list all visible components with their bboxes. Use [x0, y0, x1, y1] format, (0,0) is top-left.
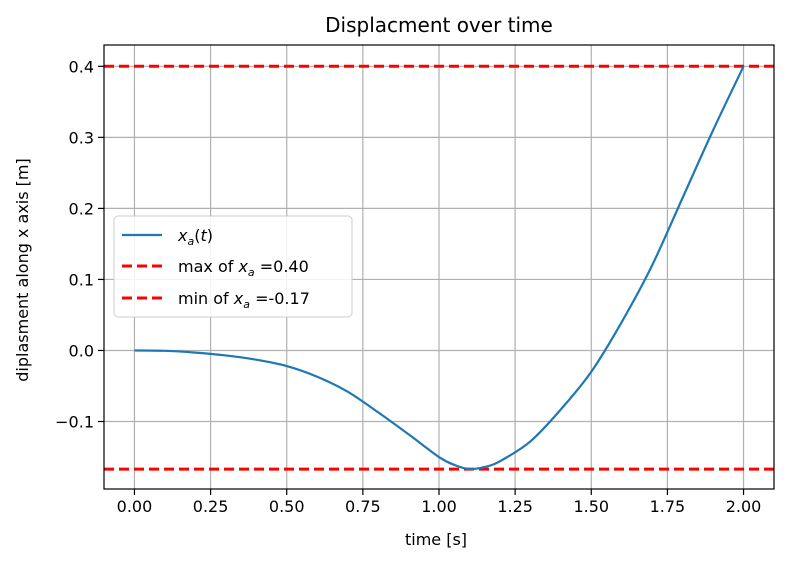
- x-tick-label: 0.75: [345, 497, 381, 516]
- y-tick-label: 0.1: [69, 270, 94, 289]
- x-tick-label: 1.75: [650, 497, 686, 516]
- series-layer: [134, 65, 745, 471]
- y-tick-label: −0.1: [55, 413, 94, 432]
- x-tick-label: 0.50: [269, 497, 305, 516]
- x-axis-label: time [s]: [405, 530, 467, 549]
- x-tick-label: 2.00: [726, 497, 762, 516]
- x-axis-ticks: 0.00 0.25 0.50 0.75 1.00 1.25 1.50 1.75 2.00: [117, 489, 762, 516]
- series-line-xa: [134, 65, 745, 471]
- y-tick-label: 0.3: [69, 128, 94, 147]
- legend-label-min: min of xa =-0.17: [178, 289, 310, 311]
- chart-title: Displacment over time: [325, 13, 553, 37]
- x-tick-label: 0.00: [117, 497, 153, 516]
- x-tick-label: 1.50: [573, 497, 609, 516]
- reference-lines: [104, 64, 774, 471]
- x-tick-label: 0.25: [193, 497, 229, 516]
- x-tick-label: 1.00: [421, 497, 457, 516]
- legend-box: [113, 215, 353, 318]
- y-tick-label: 0.0: [69, 341, 94, 360]
- y-axis-ticks: −0.1 0.0 0.1 0.2 0.3 0.4: [55, 57, 104, 432]
- legend-label-max: max of xa =0.40: [178, 257, 309, 279]
- legend-label-series: xa(t): [177, 226, 213, 248]
- y-tick-label: 0.4: [69, 57, 94, 76]
- y-tick-label: 0.2: [69, 199, 94, 218]
- legend: xa(t) max of xa =0.40 min of xa =-0.17: [113, 215, 353, 318]
- y-axis-label: diplasment along x axis [m]: [13, 158, 32, 381]
- x-tick-label: 1.25: [497, 497, 533, 516]
